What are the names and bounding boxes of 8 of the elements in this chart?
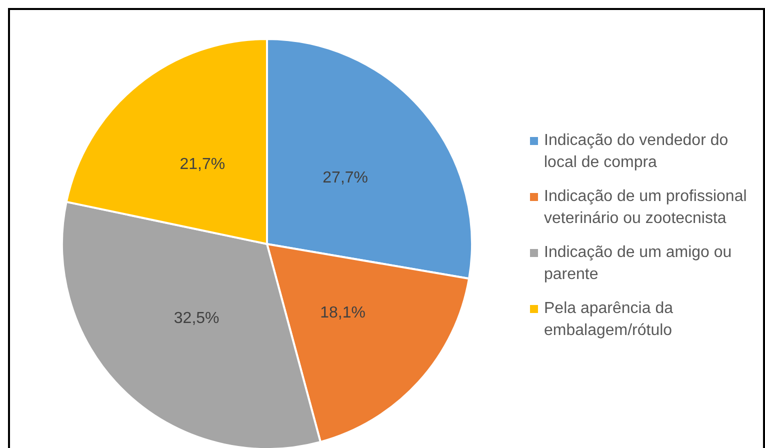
data-label: 21,7% xyxy=(180,156,226,173)
legend-label: Indicação de um amigo ou parente xyxy=(544,243,733,285)
data-label: 27,7% xyxy=(322,169,368,186)
data-label: 18,1% xyxy=(320,304,366,322)
legend-label: Indicação do vendedor do local de compra xyxy=(544,131,730,173)
data-label: 32,5% xyxy=(174,310,220,327)
legend-label: Indicação de um profissional veterinário ou zootecnista xyxy=(544,187,748,229)
legend-label: Pela aparência da embalagem/rótulo xyxy=(544,299,674,341)
